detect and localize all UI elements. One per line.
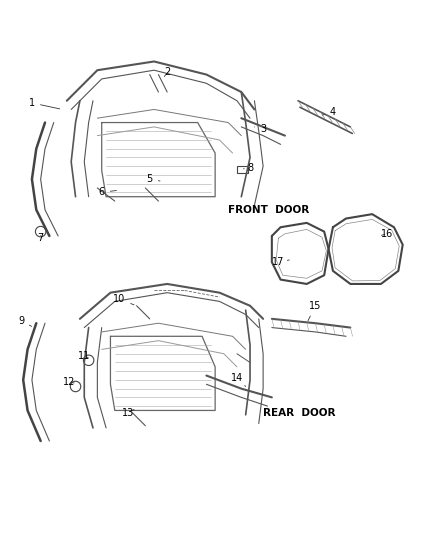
Text: 8: 8 [243,163,253,173]
Text: 1: 1 [29,98,60,109]
Text: 16: 16 [381,229,393,239]
Text: 13: 13 [121,408,134,418]
Text: REAR  DOOR: REAR DOOR [262,408,335,418]
Text: 10: 10 [113,294,134,305]
Text: 11: 11 [78,351,90,361]
Text: 12: 12 [63,377,75,387]
Text: 3: 3 [254,124,265,134]
Text: 9: 9 [18,316,32,326]
Text: 7: 7 [37,233,44,243]
Text: 6: 6 [99,187,116,197]
Text: 17: 17 [272,257,289,267]
Text: FRONT  DOOR: FRONT DOOR [228,205,309,215]
Text: 5: 5 [146,174,160,184]
Text: 4: 4 [322,107,335,117]
Text: 14: 14 [230,373,245,386]
Text: 2: 2 [164,67,170,77]
Text: 15: 15 [307,301,321,321]
